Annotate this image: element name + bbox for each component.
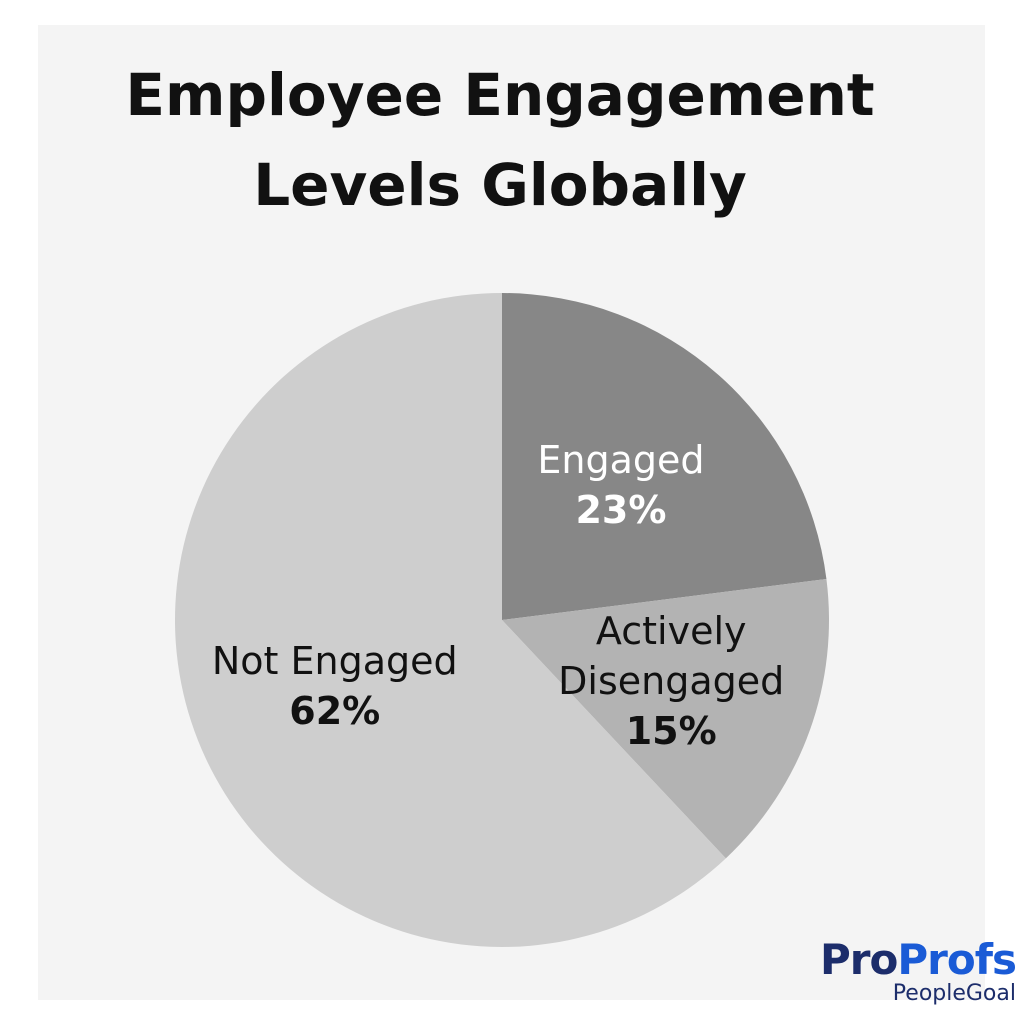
value-label: 15% — [625, 708, 717, 753]
slice-label: Engaged 23% — [491, 435, 751, 535]
value-label: 62% — [289, 689, 381, 734]
logo-product: PeopleGoal — [892, 981, 1016, 1006]
value-label: 23% — [575, 488, 667, 533]
slice-label: Actively Disengaged 15% — [541, 606, 801, 756]
category-label: Actively Disengaged — [558, 608, 785, 703]
pie-slice — [502, 293, 827, 620]
logo: ProProfs PeopleGoal — [820, 935, 1017, 1006]
category-label: Not Engaged — [211, 639, 458, 684]
pie-slice — [175, 293, 726, 948]
logo-brand: ProProfs — [820, 935, 1017, 984]
pie-slice — [502, 579, 829, 859]
chart-title: Employee Engagement Levels Globally — [125, 61, 875, 219]
slice-label: Not Engaged 62% — [205, 636, 465, 736]
logo-brand-second: Profs — [897, 935, 1017, 984]
category-label: Engaged — [537, 438, 705, 483]
logo-brand-first: Pro — [820, 935, 898, 984]
